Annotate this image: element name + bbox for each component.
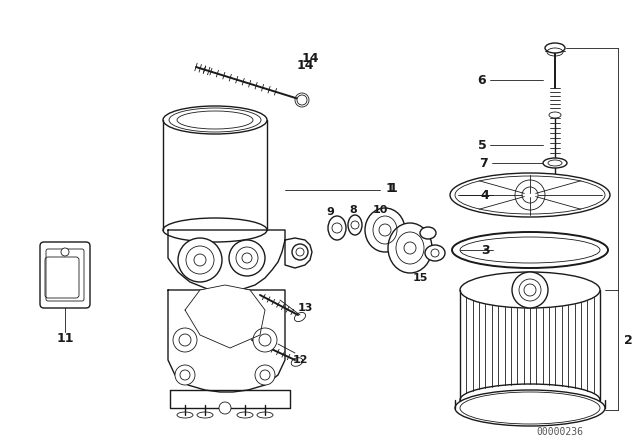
Ellipse shape <box>61 248 69 256</box>
Ellipse shape <box>175 365 195 385</box>
Text: 9: 9 <box>326 207 334 217</box>
Ellipse shape <box>297 95 307 105</box>
Text: 00000236: 00000236 <box>536 427 584 437</box>
Ellipse shape <box>178 238 222 282</box>
Ellipse shape <box>229 240 265 276</box>
Text: 2: 2 <box>623 333 632 346</box>
Ellipse shape <box>452 232 608 268</box>
Ellipse shape <box>425 245 445 261</box>
Ellipse shape <box>348 215 362 235</box>
Text: 5: 5 <box>477 138 486 151</box>
FancyBboxPatch shape <box>40 242 90 308</box>
Ellipse shape <box>460 384 600 416</box>
Ellipse shape <box>173 328 197 352</box>
Text: 7: 7 <box>479 156 488 169</box>
Text: 1: 1 <box>386 181 394 194</box>
Polygon shape <box>168 230 285 292</box>
Polygon shape <box>285 238 312 268</box>
FancyBboxPatch shape <box>45 257 79 298</box>
Ellipse shape <box>388 223 432 273</box>
Text: 10: 10 <box>372 205 388 215</box>
Text: 15: 15 <box>412 273 428 283</box>
Ellipse shape <box>455 390 605 426</box>
Ellipse shape <box>219 402 231 414</box>
Text: 3: 3 <box>481 244 490 257</box>
Ellipse shape <box>365 208 405 252</box>
Ellipse shape <box>543 158 567 168</box>
Ellipse shape <box>242 253 252 263</box>
Ellipse shape <box>255 365 275 385</box>
Ellipse shape <box>194 254 206 266</box>
Ellipse shape <box>450 173 610 217</box>
Text: 8: 8 <box>349 205 357 215</box>
Text: 1: 1 <box>388 181 397 194</box>
Polygon shape <box>185 285 265 348</box>
Text: 12: 12 <box>292 355 308 365</box>
Text: 13: 13 <box>298 303 313 313</box>
Ellipse shape <box>549 112 561 118</box>
Ellipse shape <box>253 328 277 352</box>
Polygon shape <box>168 290 285 392</box>
Ellipse shape <box>512 272 548 308</box>
Text: 14: 14 <box>301 52 319 65</box>
Text: 11: 11 <box>56 332 74 345</box>
Ellipse shape <box>524 284 536 296</box>
Ellipse shape <box>292 244 308 260</box>
Ellipse shape <box>328 216 346 240</box>
Text: 14: 14 <box>296 59 314 72</box>
Text: 4: 4 <box>481 189 490 202</box>
Ellipse shape <box>420 227 436 239</box>
Polygon shape <box>170 390 290 408</box>
Ellipse shape <box>460 272 600 308</box>
Text: 6: 6 <box>477 73 486 86</box>
Ellipse shape <box>545 43 565 53</box>
